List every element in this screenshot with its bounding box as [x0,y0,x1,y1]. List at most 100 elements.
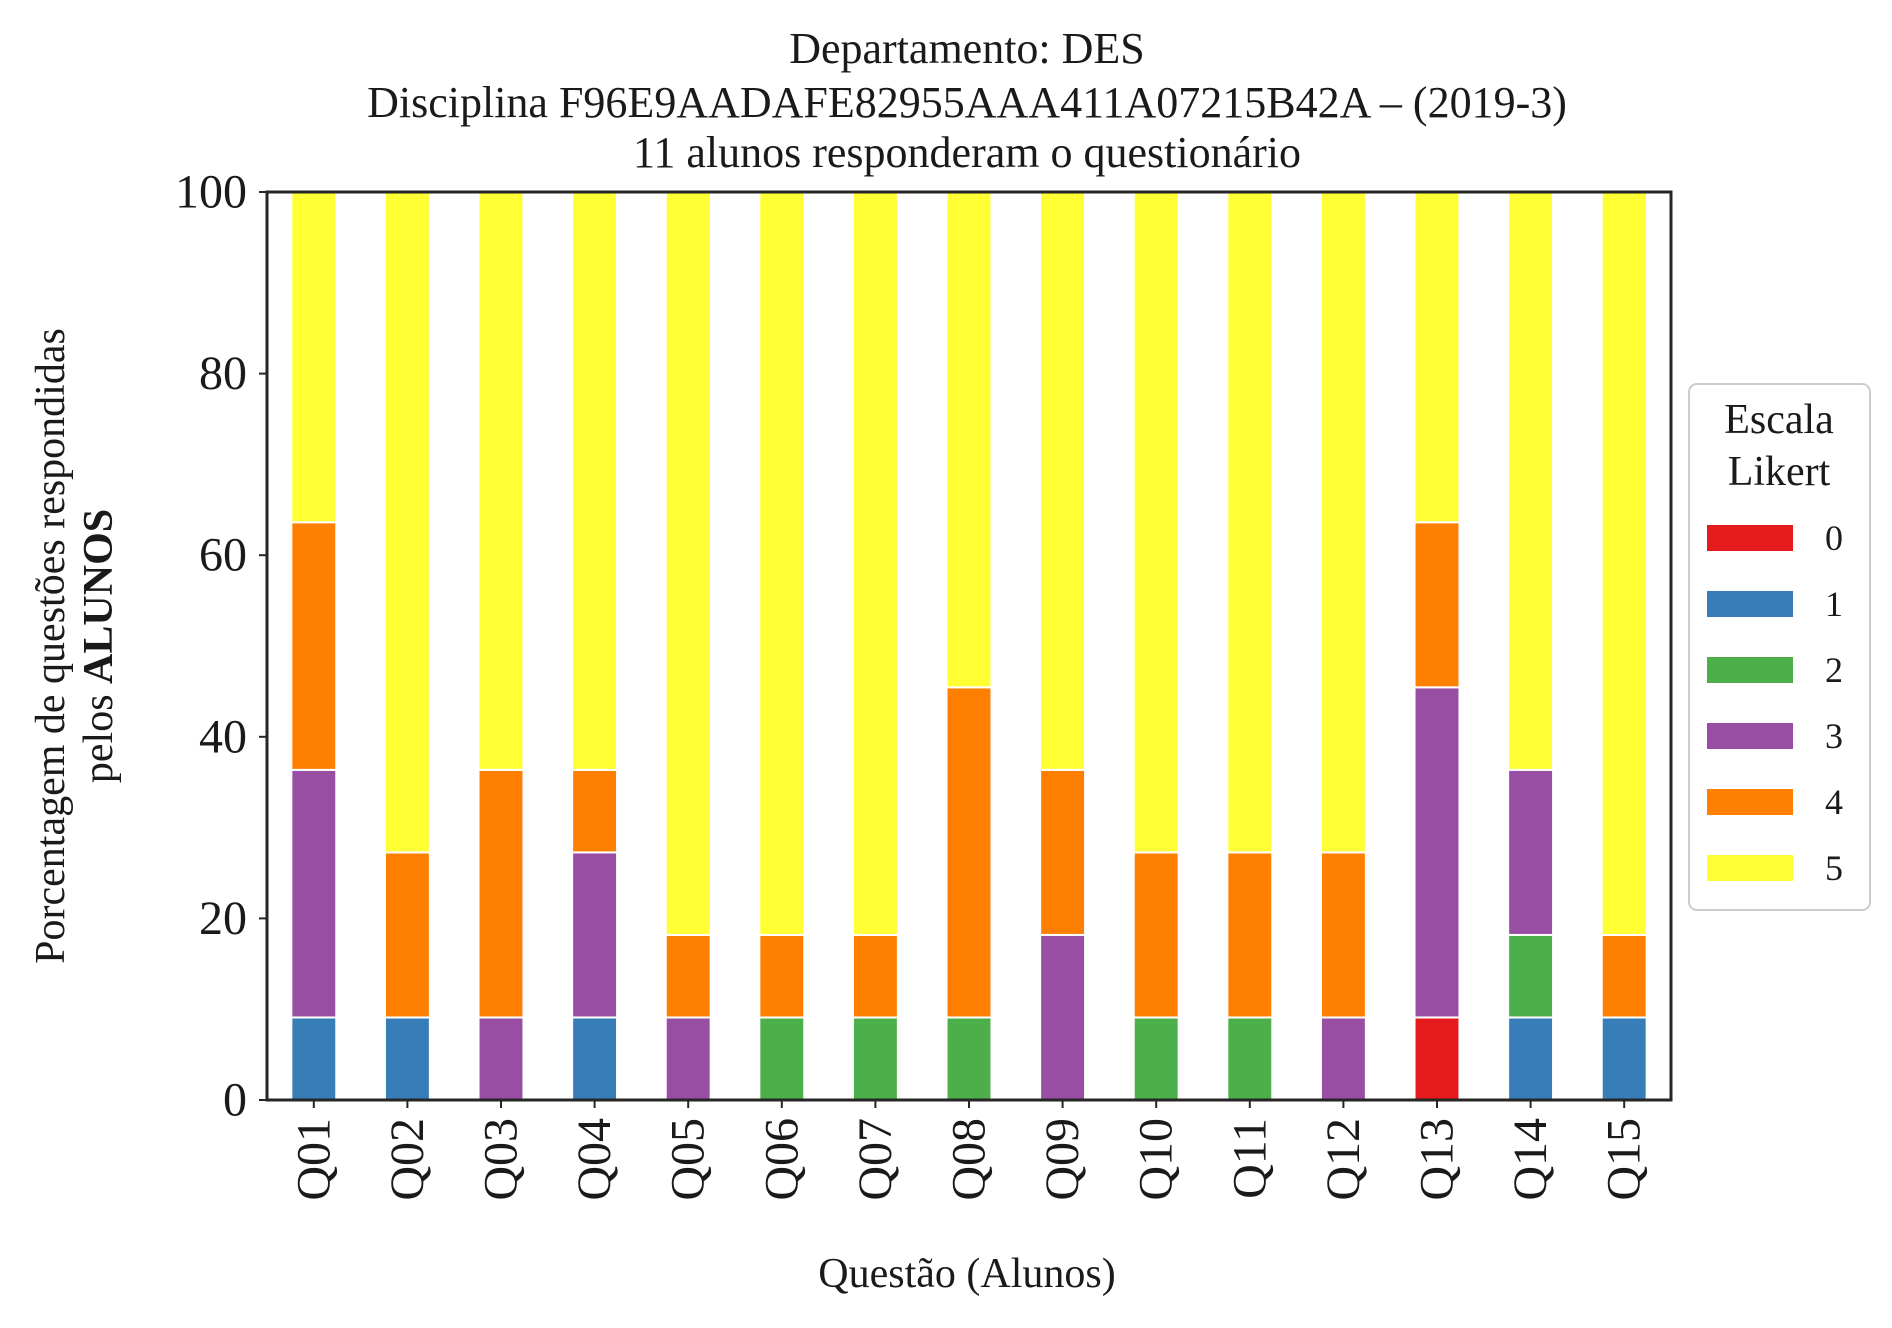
legend-swatch-2 [1707,657,1793,683]
bar-q14-likert-5 [1507,191,1555,771]
bar-q15-likert-5 [1600,191,1648,936]
bar-q14-likert-1 [1507,1016,1555,1102]
bar-q05-likert-3 [664,1016,712,1102]
x-tick-label: Q11 [1223,1118,1276,1199]
y-tick-label: 80 [199,347,247,400]
legend-label-0: 0 [1825,518,1843,558]
y-tick-label: 60 [199,529,247,582]
bar-q10-likert-5 [1132,191,1180,854]
x-tick-label: Q05 [662,1118,715,1201]
x-tick-label: Q13 [1411,1118,1464,1201]
bar-q03-likert-3 [477,1016,525,1102]
x-tick-label: Q07 [849,1118,902,1201]
x-tick-label: Q06 [755,1118,808,1201]
legend-swatch-1 [1707,591,1793,617]
x-tick-label: Q09 [1036,1118,1089,1201]
y-axis-label-line-1: Porcentagem de questões respondidas [28,328,74,964]
legend-swatch-5 [1707,855,1793,881]
y-tick-label: 100 [175,166,247,219]
legend-swatch-3 [1707,723,1793,749]
bar-q15-likert-1 [1600,1016,1648,1102]
bar-q15-likert-4 [1600,933,1648,1019]
bar-q06-likert-2 [758,1016,806,1102]
bar-q01-likert-4 [290,521,338,771]
legend-swatch-4 [1707,789,1793,815]
bar-q13-likert-0 [1413,1016,1461,1102]
bar-q02-likert-5 [383,191,431,854]
y-axis-label-bold: ALUNOS [76,509,122,684]
bar-q02-likert-4 [383,851,431,1019]
y-axis-label-prefix: pelos [76,684,122,783]
bar-q12-likert-4 [1319,851,1367,1019]
chart-title: Departamento: DES Disciplina F96E9AADAFE… [367,24,1567,177]
legend-frame [1688,383,1871,911]
legend-label-1: 1 [1825,584,1843,624]
legend-items: 0 1 2 3 4 5 [1707,518,1843,888]
bar-q04-likert-3 [571,851,619,1019]
x-tick-label: Q10 [1130,1118,1183,1201]
y-tick-label: 40 [199,710,247,763]
x-tick-label: Q08 [943,1118,996,1201]
bar-q01-likert-5 [290,191,338,524]
x-tick-label: Q04 [568,1118,621,1201]
bar-q09-likert-4 [1039,768,1087,936]
bar-q05-likert-5 [664,191,712,936]
bar-q03-likert-4 [477,768,525,1019]
bar-q08-likert-2 [945,1016,993,1102]
bar-q01-likert-3 [290,768,338,1019]
x-axis-label: Questão (Alunos) [818,1251,1115,1297]
bar-q11-likert-2 [1226,1016,1274,1102]
legend-title-line-2: Likert [1728,449,1831,495]
bar-q01-likert-1 [290,1016,338,1102]
bar-q07-likert-2 [851,1016,899,1102]
bar-q13-likert-5 [1413,191,1461,524]
bar-q09-likert-5 [1039,191,1087,771]
x-tick-label: Q02 [381,1118,434,1201]
bar-q06-likert-5 [758,191,806,936]
bar-q07-likert-4 [851,933,899,1019]
y-tick-labels: 0 20 40 60 80 100 [175,166,267,1127]
x-tick-label: Q03 [475,1118,528,1201]
x-tick-labels: Q01 Q02 Q03 Q04 Q05 Q06 Q07 Q08 Q09 Q10 Q11 Q12 Q13 Q… [287,1100,1651,1201]
legend-swatch-0 [1707,525,1793,551]
legend: Escala Likert 0 1 2 3 4 5 [1688,383,1871,911]
bar-q14-likert-3 [1507,768,1555,936]
legend-title-line-1: Escala [1724,397,1834,443]
bar-q05-likert-4 [664,933,712,1019]
bar-q03-likert-5 [477,191,525,771]
y-axis-label: Porcentagem de questões respondidas pelo… [28,328,122,964]
bar-q10-likert-2 [1132,1016,1180,1102]
plot-frame [265,190,1673,1102]
x-tick-label: Q14 [1504,1118,1557,1201]
y-tick-label: 20 [199,892,247,945]
bar-q04-likert-5 [571,191,619,771]
bar-q08-likert-5 [945,191,993,689]
x-tick-label: Q12 [1317,1118,1370,1201]
bar-q04-likert-4 [571,768,619,854]
bar-q06-likert-4 [758,933,806,1019]
x-tick-label: Q15 [1598,1118,1651,1201]
bar-q04-likert-1 [571,1016,619,1102]
y-tick-label: 0 [223,1074,247,1127]
bar-q08-likert-4 [945,686,993,1019]
legend-label-2: 2 [1825,650,1843,690]
bars [290,191,1648,1102]
bar-q07-likert-5 [851,191,899,936]
legend-label-5: 5 [1825,848,1843,888]
bar-q09-likert-3 [1039,933,1087,1101]
bar-q02-likert-1 [383,1016,431,1102]
bar-q11-likert-5 [1226,191,1274,854]
bar-q11-likert-4 [1226,851,1274,1019]
legend-label-4: 4 [1825,782,1843,822]
x-tick-label: Q01 [287,1118,340,1201]
chart-title-line-3: 11 alunos responderam o questionário [633,128,1301,177]
chart-title-line-1: Departamento: DES [789,24,1145,73]
bar-q14-likert-2 [1507,933,1555,1019]
legend-label-3: 3 [1825,716,1843,756]
bar-q12-likert-5 [1319,191,1367,854]
bar-q13-likert-3 [1413,686,1461,1019]
y-axis-label-line-2: pelos ALUNOS [76,509,122,783]
bar-q13-likert-4 [1413,521,1461,689]
